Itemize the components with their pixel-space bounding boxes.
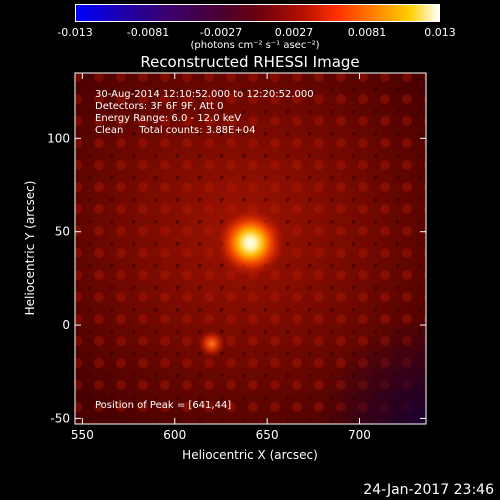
x-axis-label: Heliocentric X (arcsec) (182, 448, 318, 462)
x-tick-label: 700 (348, 428, 371, 442)
colorbar-unit-label: (photons cm⁻² s⁻¹ asec⁻²) (190, 40, 320, 51)
colorbar-tick-label: -0.013 (57, 26, 93, 39)
y-tick-label: 0 (62, 318, 70, 332)
annotation-peak-position: Position of Peak = [641,44] (95, 400, 231, 411)
plot-frame (74, 72, 427, 425)
y-tick-label: 50 (55, 225, 70, 239)
x-tick-label: 650 (256, 428, 279, 442)
colorbar-tick-label: -0.0027 (199, 26, 243, 39)
x-tick-label: 600 (163, 428, 186, 442)
annotation-detectors: Detectors: 3F 6F 9F, Att 0 (95, 101, 223, 112)
colorbar-tick-label: -0.0081 (126, 26, 170, 39)
secondary-source (197, 329, 226, 358)
chart-title: Reconstructed RHESSI Image (140, 53, 360, 71)
x-tick-label: 550 (71, 428, 94, 442)
colorbar (75, 4, 440, 22)
annotation-energy: Energy Range: 6.0 - 12.0 keV (95, 113, 241, 124)
colorbar-tick-label: 0.013 (424, 26, 456, 39)
footer-date: 24-Jan-2017 23:46 (363, 482, 494, 498)
y-tick-label: 100 (47, 131, 70, 145)
colorbar-tick-label: 0.0081 (347, 26, 387, 39)
annotation-time-range: 30-Aug-2014 12:10:52.000 to 12:20:52.000 (95, 89, 314, 100)
colorbar-tick-labels: -0.013 -0.0081 -0.0027 0.0027 0.0081 0.0… (0, 26, 500, 40)
colorbar-tick-label: 0.0027 (274, 26, 314, 39)
colorbar-gradient (75, 4, 440, 22)
heatmap-image (75, 73, 426, 424)
y-axis-label: Heliocentric Y (arcsec) (23, 181, 37, 316)
y-tick-label: -50 (50, 411, 70, 425)
peak-source (216, 208, 285, 277)
annotation-method: Clean Total counts: 3.88E+04 (95, 125, 255, 136)
